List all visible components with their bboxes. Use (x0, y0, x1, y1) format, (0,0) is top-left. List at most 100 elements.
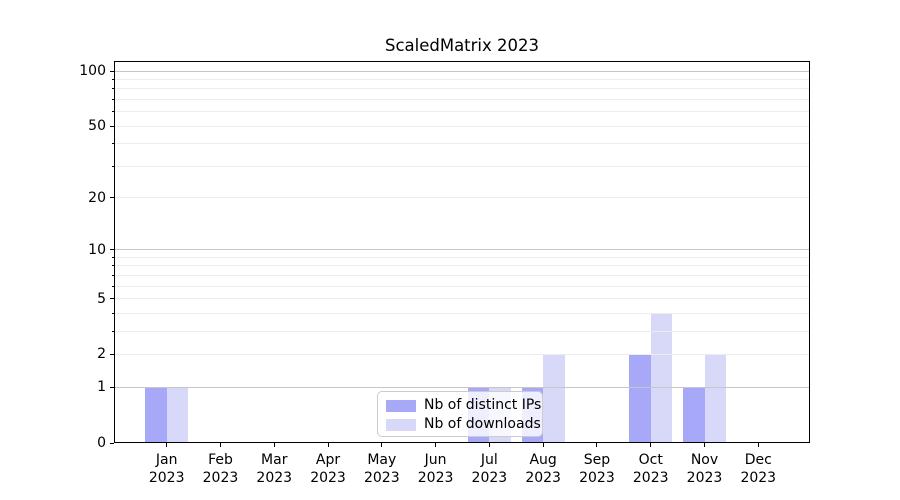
x-tick-label-line: Sep (583, 452, 611, 468)
x-tick-mark (596, 443, 598, 447)
x-tick-label-line: 2023 (471, 469, 508, 486)
y-minor-tick-mark (111, 165, 114, 167)
bar (629, 354, 651, 443)
x-tick-mark (542, 443, 544, 447)
x-tick-label: Feb 2023 (184, 452, 256, 487)
x-tick-label-line: 2023 (148, 469, 185, 486)
x-tick-label-line: Dec (744, 452, 772, 468)
grid-line-minor (114, 256, 810, 258)
x-tick-label-line: Feb (208, 452, 233, 468)
y-minor-tick-mark (111, 78, 114, 80)
x-tick-label-line: 2023 (256, 469, 293, 486)
y-tick-label: 20 (88, 189, 106, 206)
y-tick-label: 0 (97, 435, 106, 451)
y-minor-tick-mark (111, 98, 114, 100)
x-tick-label-line: 2023 (363, 469, 400, 486)
y-tick-label: 10 (88, 241, 106, 258)
grid-line-minor (114, 78, 810, 80)
x-tick-label: May 2023 (346, 452, 418, 487)
x-tick-label: Sep 2023 (561, 452, 633, 487)
bar (704, 354, 726, 443)
x-tick-label: Apr 2023 (292, 452, 364, 487)
bar (683, 387, 705, 443)
legend-swatch-downloads-icon (386, 418, 416, 431)
grid-line-minor (114, 353, 810, 355)
y-tick-label: 5 (97, 290, 106, 307)
y-tick-mark (110, 249, 114, 251)
y-minor-tick-mark (111, 330, 114, 332)
x-tick-label: Jun 2023 (400, 452, 472, 487)
x-tick-mark (327, 443, 329, 447)
grid-line-minor (114, 143, 810, 145)
x-tick-label-line: Apr (315, 452, 341, 468)
y-minor-tick-mark (111, 285, 114, 287)
bar (650, 313, 673, 443)
y-minor-tick-mark (111, 298, 114, 300)
y-minor-tick-mark (111, 143, 114, 145)
x-tick-mark (488, 443, 490, 447)
x-tick-label-line: Oct (638, 452, 663, 468)
x-tick-label-line: 2023 (740, 469, 777, 486)
y-tick-label: 100 (79, 63, 106, 79)
x-tick-label: Nov 2023 (669, 452, 741, 487)
y-minor-tick-mark (111, 125, 114, 127)
grid-line-minor (114, 265, 810, 267)
y-tick-mark (110, 70, 114, 72)
x-tick-label-line: Nov (690, 452, 719, 468)
grid-line-minor (114, 312, 810, 314)
x-tick-label: Jan 2023 (131, 452, 203, 487)
x-tick-label-line: 2023 (202, 469, 239, 486)
x-tick-label: Oct 2023 (615, 452, 687, 487)
grid-line-minor (114, 330, 810, 332)
x-tick-label-line: 2023 (525, 469, 561, 486)
grid-line-minor (114, 125, 810, 127)
x-tick-label: Dec 2023 (722, 452, 794, 487)
legend-swatch-distinct-ips-icon (386, 399, 416, 412)
x-tick-label-line: 2023 (632, 469, 669, 486)
grid-line-minor (114, 298, 810, 300)
x-tick-label-line: 2023 (686, 469, 723, 486)
x-tick-label-line: Aug (529, 452, 557, 468)
bar (145, 387, 167, 443)
chart-title: ScaledMatrix 2023 (384, 36, 540, 55)
x-tick-label-line: Jul (480, 452, 498, 468)
y-minor-tick-mark (111, 88, 114, 90)
x-tick-label-line: 2023 (579, 469, 615, 486)
x-tick-label-line: 2023 (417, 469, 454, 486)
grid-line-major (114, 249, 810, 251)
x-tick-label: Jul 2023 (453, 452, 525, 487)
x-tick-label: Aug 2023 (507, 452, 579, 487)
x-tick-label-line: Mar (261, 452, 288, 468)
grid-line-minor (114, 98, 810, 100)
x-tick-mark (381, 443, 383, 447)
y-tick-label: 50 (88, 118, 106, 135)
x-tick-mark (273, 443, 275, 447)
y-minor-tick-mark (111, 265, 114, 267)
grid-line-major (114, 70, 810, 72)
x-tick-label-line: May (367, 452, 397, 468)
grid-line-minor (114, 111, 810, 113)
x-tick-mark (435, 443, 437, 447)
y-tick-label: 1 (97, 379, 106, 396)
y-minor-tick-mark (111, 111, 114, 113)
grid-line-minor (114, 165, 810, 167)
y-tick-mark (110, 442, 114, 444)
grid-line-minor (114, 88, 810, 90)
legend-label-distinct-ips: Nb of distinct IPs (424, 397, 542, 413)
x-tick-label-line: Jun (424, 452, 447, 468)
grid-line-major (114, 386, 810, 388)
bar (166, 387, 189, 443)
y-minor-tick-mark (111, 353, 114, 355)
x-tick-mark (219, 443, 221, 447)
x-tick-label-line: Jan (155, 452, 178, 468)
y-minor-tick-mark (111, 197, 114, 199)
grid-line-minor (114, 274, 810, 276)
grid-line-minor (114, 285, 810, 287)
legend: Nb of distinct IPs Nb of downloads (377, 391, 543, 437)
x-tick-mark (757, 443, 759, 447)
x-tick-mark (704, 443, 705, 447)
grid-line-minor (114, 197, 810, 199)
y-minor-tick-mark (111, 274, 114, 276)
legend-item-downloads: Nb of downloads (386, 416, 541, 433)
